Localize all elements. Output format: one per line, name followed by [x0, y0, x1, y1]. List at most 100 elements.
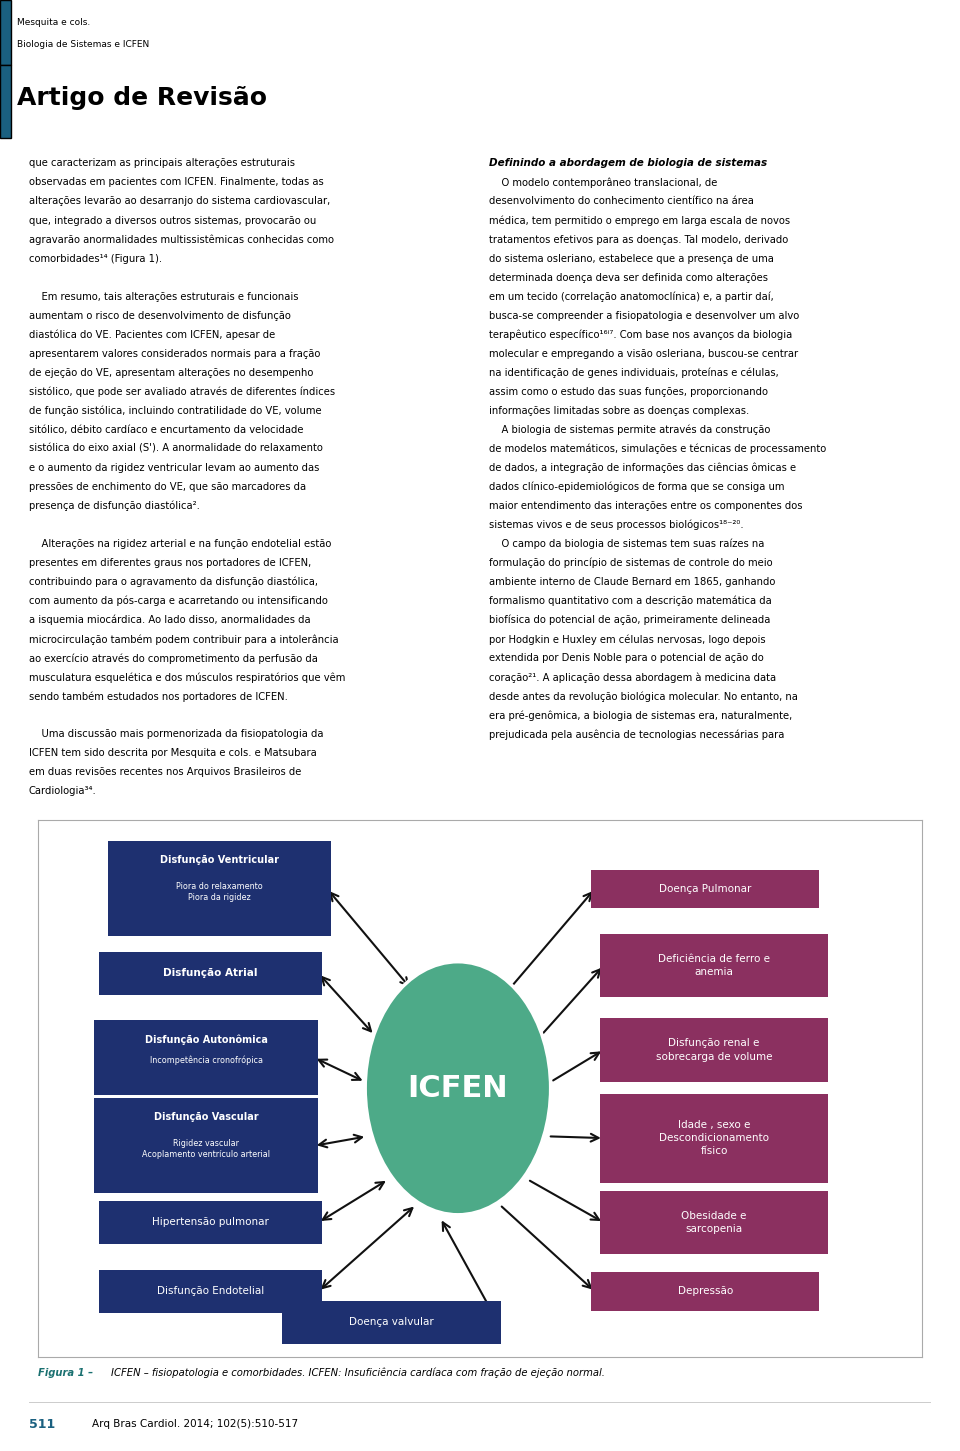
- Text: que, integrado a diversos outros sistemas, provocarão ou: que, integrado a diversos outros sistema…: [29, 216, 316, 225]
- Text: determinada doença deva ser definida como alterações: determinada doença deva ser definida com…: [489, 273, 768, 283]
- Text: sendo também estudados nos portadores de ICFEN.: sendo também estudados nos portadores de…: [29, 691, 288, 702]
- Text: aumentam o risco de desenvolvimento de disfunção: aumentam o risco de desenvolvimento de d…: [29, 311, 291, 321]
- Text: Doença Pulmonar: Doença Pulmonar: [659, 884, 752, 894]
- Text: diastólica do VE. Pacientes com ICFEN, apesar de: diastólica do VE. Pacientes com ICFEN, a…: [29, 329, 276, 340]
- Text: prejudicada pela ausência de tecnologias necessárias para: prejudicada pela ausência de tecnologias…: [489, 728, 784, 740]
- Text: musculatura esquelética e dos músculos respiratórios que vêm: musculatura esquelética e dos músculos r…: [29, 672, 346, 682]
- Text: Doença valvular: Doença valvular: [349, 1318, 434, 1328]
- Text: médica, tem permitido o emprego em larga escala de novos: médica, tem permitido o emprego em larga…: [489, 216, 790, 226]
- Text: Obesidade e
sarcopenia: Obesidade e sarcopenia: [682, 1212, 747, 1233]
- Text: ICFEN – fisiopatologia e comorbidades. ICFEN: Insuficiência cardíaca com fração : ICFEN – fisiopatologia e comorbidades. I…: [110, 1367, 605, 1378]
- Text: O campo da biologia de sistemas tem suas raízes na: O campo da biologia de sistemas tem suas…: [489, 538, 764, 550]
- Text: Uma discussão mais pormenorizada da fisiopatologia da: Uma discussão mais pormenorizada da fisi…: [29, 728, 324, 739]
- Text: Disfunção Endotelial: Disfunção Endotelial: [157, 1287, 264, 1297]
- FancyBboxPatch shape: [108, 842, 331, 936]
- Text: do sistema osleriano, estabelece que a presença de uma: do sistema osleriano, estabelece que a p…: [489, 254, 774, 264]
- Text: desde antes da revolução biológica molecular. No entanto, na: desde antes da revolução biológica molec…: [489, 691, 798, 702]
- Text: alterações levarão ao desarranjo do sistema cardiovascular,: alterações levarão ao desarranjo do sist…: [29, 196, 330, 206]
- Text: Cardiologia³⁴.: Cardiologia³⁴.: [29, 786, 97, 797]
- Text: por Hodgkin e Huxley em células nervosas, logo depois: por Hodgkin e Huxley em células nervosas…: [489, 634, 766, 644]
- Text: Deficiência de ferro e
anemia: Deficiência de ferro e anemia: [658, 953, 770, 977]
- Text: sistólico, que pode ser avaliado através de diferentes índices: sistólico, que pode ser avaliado através…: [29, 387, 335, 398]
- Text: Mesquita e cols.: Mesquita e cols.: [17, 19, 90, 28]
- Text: formulação do princípio de sistemas de controle do meio: formulação do princípio de sistemas de c…: [489, 559, 773, 569]
- Text: na identificação de genes individuais, proteínas e células,: na identificação de genes individuais, p…: [489, 367, 779, 379]
- Text: ICFEN tem sido descrita por Mesquita e cols. e Matsubara: ICFEN tem sido descrita por Mesquita e c…: [29, 749, 317, 759]
- Text: Definindo a abordagem de biologia de sistemas: Definindo a abordagem de biologia de sis…: [489, 158, 767, 168]
- Text: de função sistólica, incluindo contratilidade do VE, volume: de função sistólica, incluindo contratil…: [29, 406, 322, 416]
- Text: Rigidez vascular
Acoplamento ventrículo arterial: Rigidez vascular Acoplamento ventrículo …: [142, 1139, 270, 1159]
- Text: Alterações na rigidez arterial e na função endotelial estão: Alterações na rigidez arterial e na funç…: [29, 538, 331, 548]
- Text: Arq Bras Cardiol. 2014; 102(5):510-517: Arq Bras Cardiol. 2014; 102(5):510-517: [92, 1419, 299, 1429]
- Text: comorbidades¹⁴ (Figura 1).: comorbidades¹⁴ (Figura 1).: [29, 254, 162, 264]
- Text: Biologia de Sistemas e ICFEN: Biologia de Sistemas e ICFEN: [17, 41, 150, 49]
- Text: dados clínico-epidemiológicos de forma que se consiga um: dados clínico-epidemiológicos de forma q…: [489, 482, 784, 492]
- FancyBboxPatch shape: [0, 65, 11, 138]
- FancyBboxPatch shape: [600, 1191, 828, 1254]
- Text: Disfunção Ventricular: Disfunção Ventricular: [160, 855, 279, 865]
- FancyBboxPatch shape: [94, 1020, 318, 1094]
- Text: que caracterizam as principais alterações estruturais: que caracterizam as principais alteraçõe…: [29, 158, 295, 168]
- Text: biofísica do potencial de ação, primeiramente delineada: biofísica do potencial de ação, primeira…: [489, 615, 770, 625]
- Text: de ejeção do VE, apresentam alterações no desempenho: de ejeção do VE, apresentam alterações n…: [29, 367, 313, 377]
- Text: assim como o estudo das suas funções, proporcionando: assim como o estudo das suas funções, pr…: [489, 387, 768, 396]
- Text: busca-se compreender a fisiopatologia e desenvolver um alvo: busca-se compreender a fisiopatologia e …: [489, 311, 800, 321]
- Text: informações limitadas sobre as doenças complexas.: informações limitadas sobre as doenças c…: [489, 406, 749, 416]
- FancyBboxPatch shape: [99, 952, 323, 995]
- Text: molecular e empregando a visão osleriana, buscou-se centrar: molecular e empregando a visão osleriana…: [489, 348, 798, 358]
- Text: presença de disfunção diastólica².: presença de disfunção diastólica².: [29, 501, 200, 511]
- Text: agravarão anormalidades multissistêmicas conhecidas como: agravarão anormalidades multissistêmicas…: [29, 235, 334, 245]
- Text: com aumento da pós-carga e acarretando ou intensificando: com aumento da pós-carga e acarretando o…: [29, 596, 327, 607]
- Text: ICFEN: ICFEN: [408, 1074, 508, 1103]
- Text: em duas revisões recentes nos Arquivos Brasileiros de: em duas revisões recentes nos Arquivos B…: [29, 768, 301, 778]
- Text: O modelo contemporâneo translacional, de: O modelo contemporâneo translacional, de: [489, 177, 717, 189]
- Text: Depressão: Depressão: [678, 1287, 732, 1297]
- FancyBboxPatch shape: [99, 1270, 323, 1313]
- Text: Disfunção Autonômica: Disfunção Autonômica: [145, 1035, 268, 1045]
- Text: de dados, a integração de informações das ciências ômicas e: de dados, a integração de informações da…: [489, 463, 796, 473]
- Text: formalismo quantitativo com a descrição matemática da: formalismo quantitativo com a descrição …: [489, 596, 772, 607]
- FancyBboxPatch shape: [600, 1019, 828, 1082]
- Text: terapêutico específico¹⁶ⁱ⁷. Com base nos avanços da biologia: terapêutico específico¹⁶ⁱ⁷. Com base nos…: [489, 329, 792, 340]
- FancyBboxPatch shape: [94, 1098, 318, 1193]
- Ellipse shape: [365, 962, 551, 1214]
- Text: microcirculação também podem contribuir para a intolerância: microcirculação também podem contribuir …: [29, 634, 339, 644]
- FancyBboxPatch shape: [99, 1201, 323, 1244]
- FancyBboxPatch shape: [0, 0, 11, 65]
- Text: coração²¹. A aplicação dessa abordagem à medicina data: coração²¹. A aplicação dessa abordagem à…: [489, 672, 776, 682]
- Text: Idade , sexo e
Descondicionamento
físico: Idade , sexo e Descondicionamento físico: [660, 1120, 769, 1156]
- Text: extendida por Denis Noble para o potencial de ação do: extendida por Denis Noble para o potenci…: [489, 653, 764, 663]
- Text: sistemas vivos e de seus processos biológicos¹⁸⁻²⁰.: sistemas vivos e de seus processos bioló…: [489, 519, 744, 531]
- Text: desenvolvimento do conhecimento científico na área: desenvolvimento do conhecimento científi…: [489, 196, 754, 206]
- Text: Em resumo, tais alterações estruturais e funcionais: Em resumo, tais alterações estruturais e…: [29, 292, 299, 302]
- FancyBboxPatch shape: [600, 1094, 828, 1183]
- FancyBboxPatch shape: [282, 1300, 501, 1344]
- Text: Hipertensão pulmonar: Hipertensão pulmonar: [153, 1217, 269, 1228]
- Text: contribuindo para o agravamento da disfunção diastólica,: contribuindo para o agravamento da disfu…: [29, 577, 318, 588]
- Text: Disfunção renal e
sobrecarga de volume: Disfunção renal e sobrecarga de volume: [656, 1039, 772, 1062]
- Text: e o aumento da rigidez ventricular levam ao aumento das: e o aumento da rigidez ventricular levam…: [29, 463, 319, 473]
- Text: tratamentos efetivos para as doenças. Tal modelo, derivado: tratamentos efetivos para as doenças. Ta…: [489, 235, 788, 245]
- Text: Disfunção Atrial: Disfunção Atrial: [163, 968, 258, 978]
- Text: Figura 1 –: Figura 1 –: [38, 1368, 97, 1377]
- Text: Artigo de Revisão: Artigo de Revisão: [17, 86, 267, 110]
- Text: era pré-genômica, a biologia de sistemas era, naturalmente,: era pré-genômica, a biologia de sistemas…: [489, 710, 792, 721]
- FancyBboxPatch shape: [591, 869, 819, 908]
- Text: a isquemia miocárdica. Ao lado disso, anormalidades da: a isquemia miocárdica. Ao lado disso, an…: [29, 615, 310, 625]
- FancyBboxPatch shape: [591, 1273, 819, 1310]
- Text: A biologia de sistemas permite através da construção: A biologia de sistemas permite através d…: [489, 425, 770, 435]
- Text: de modelos matemáticos, simulações e técnicas de processamento: de modelos matemáticos, simulações e téc…: [489, 444, 827, 454]
- Text: ambiente interno de Claude Bernard em 1865, ganhando: ambiente interno de Claude Bernard em 18…: [489, 577, 776, 588]
- Text: 511: 511: [29, 1418, 55, 1431]
- Text: presentes em diferentes graus nos portadores de ICFEN,: presentes em diferentes graus nos portad…: [29, 559, 311, 567]
- Text: Piora do relaxamento
Piora da rigidez: Piora do relaxamento Piora da rigidez: [176, 882, 263, 903]
- Text: apresentarem valores considerados normais para a fração: apresentarem valores considerados normai…: [29, 348, 321, 358]
- Text: em um tecido (correlação anatomoclínica) e, a partir daí,: em um tecido (correlação anatomoclínica)…: [489, 292, 774, 302]
- Text: sitólico, débito cardíaco e encurtamento da velocidade: sitólico, débito cardíaco e encurtamento…: [29, 425, 303, 435]
- Text: Incompetência cronofrópica: Incompetência cronofrópica: [150, 1056, 263, 1065]
- Text: Disfunção Vascular: Disfunção Vascular: [154, 1111, 258, 1122]
- Text: observadas em pacientes com ICFEN. Finalmente, todas as: observadas em pacientes com ICFEN. Final…: [29, 177, 324, 187]
- FancyBboxPatch shape: [600, 933, 828, 997]
- Text: sistólica do eixo axial (S'). A anormalidade do relaxamento: sistólica do eixo axial (S'). A anormali…: [29, 444, 323, 454]
- Text: maior entendimento das interações entre os componentes dos: maior entendimento das interações entre …: [489, 501, 803, 511]
